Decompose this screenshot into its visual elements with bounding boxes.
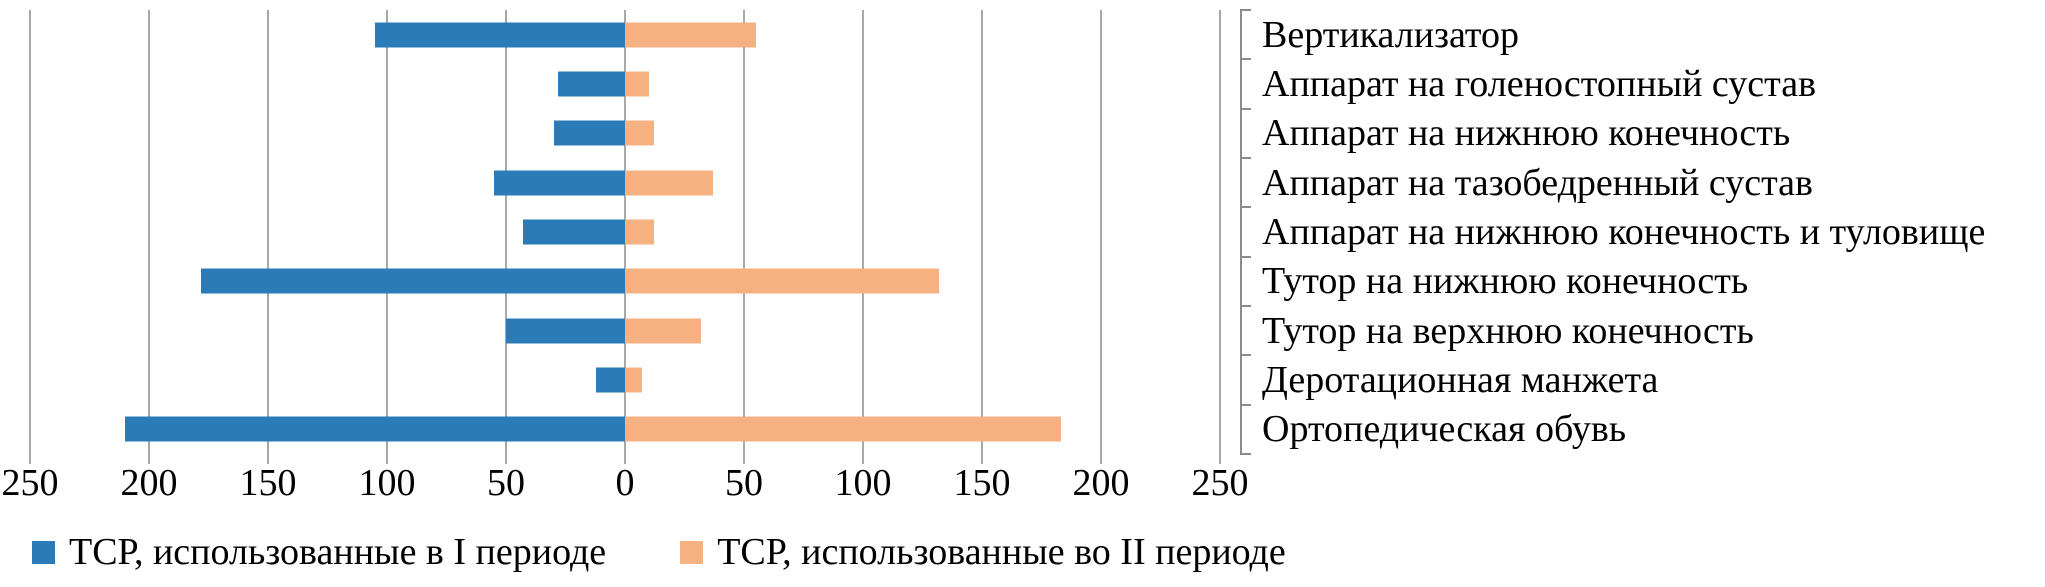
gridline xyxy=(386,10,388,464)
category-axis-tick xyxy=(1240,403,1251,406)
x-tick-label: 0 xyxy=(615,462,635,504)
bar-period-2 xyxy=(625,22,756,48)
chart-row xyxy=(30,59,1220,108)
chart-row xyxy=(30,355,1220,404)
bar-period-2 xyxy=(625,219,654,245)
gridline xyxy=(743,10,745,464)
category-labels: Вертикализатор Аппарат на голеностопный с… xyxy=(1262,10,2045,454)
category-axis-tick xyxy=(1240,206,1251,209)
legend-label-period-1: ТСР, использованные в I периоде xyxy=(69,531,607,573)
bar-period-2 xyxy=(625,268,940,294)
category-axis xyxy=(1240,9,1251,455)
bar-period-1 xyxy=(125,416,625,442)
category-axis-tick xyxy=(1240,107,1251,110)
gridline xyxy=(29,10,31,464)
category-axis-tick xyxy=(1240,453,1251,455)
category-axis-tick xyxy=(1240,156,1251,159)
chart-row xyxy=(30,257,1220,306)
chart-row xyxy=(30,10,1220,59)
category-axis-tick xyxy=(1240,58,1251,61)
bar-period-2 xyxy=(625,367,642,393)
plot-rows xyxy=(30,10,1220,454)
x-tick-label: 250 xyxy=(1191,462,1249,504)
x-tick-label: 50 xyxy=(487,462,525,504)
x-tick-label: 150 xyxy=(239,462,297,504)
gridline xyxy=(505,10,507,464)
chart-row xyxy=(30,405,1220,454)
x-axis-labels: 250 200 150 100 50 0 50 100 150 200 250 xyxy=(2,460,1249,506)
category-label: Тутор на верхнюю конечность xyxy=(1262,309,1754,352)
x-tick-label: 250 xyxy=(1,462,59,504)
plot-area xyxy=(29,10,1221,464)
bar-period-1 xyxy=(553,120,625,146)
bar-period-1 xyxy=(522,219,625,245)
category-label: Аппарат на голеностопный сустав xyxy=(1262,62,1817,105)
category-label: Аппарат на тазобедренный сустав xyxy=(1262,161,1813,204)
gridline xyxy=(981,10,983,464)
x-tick-label: 100 xyxy=(358,462,416,504)
chart-row xyxy=(30,306,1220,355)
category-axis-tick xyxy=(1240,9,1251,11)
gridline xyxy=(267,10,269,464)
legend-swatch-period-2 xyxy=(680,540,704,564)
gridline xyxy=(148,10,150,464)
bar-period-2 xyxy=(625,416,1061,442)
category-label: Аппарат на нижнюю конечность и туловище xyxy=(1262,210,1986,253)
legend-item-period-2: ТСР, использованные во II периоде xyxy=(680,530,1286,574)
legend-item-period-1: ТСР, использованные в I периоде xyxy=(32,530,606,574)
legend-label-period-2: ТСР, использованные во II периоде xyxy=(717,531,1286,573)
bar-period-1 xyxy=(494,170,625,196)
chart-row xyxy=(30,109,1220,158)
category-axis-tick xyxy=(1240,304,1251,307)
x-tick-label: 200 xyxy=(120,462,178,504)
category-axis-tick xyxy=(1240,354,1251,357)
category-label: Вертикализатор xyxy=(1262,13,1520,56)
bar-period-2 xyxy=(625,120,654,146)
bar-period-1 xyxy=(558,71,625,97)
category-label: Тутор на нижнюю конечность xyxy=(1262,260,1749,303)
category-label: Ортопедическая обувь xyxy=(1262,408,1627,451)
bar-period-1 xyxy=(201,268,625,294)
category-label: Аппарат на нижнюю конечность xyxy=(1262,112,1791,155)
bar-period-2 xyxy=(625,71,649,97)
category-label: Деротационная манжета xyxy=(1262,358,1659,401)
legend: ТСР, использованные в I периоде ТСР, исп… xyxy=(32,528,1286,576)
bar-period-1 xyxy=(506,318,625,344)
category-axis-tick xyxy=(1240,255,1251,258)
bar-period-2 xyxy=(625,318,702,344)
gridline xyxy=(1219,10,1221,464)
x-tick-label: 100 xyxy=(834,462,892,504)
gridline xyxy=(1100,10,1102,464)
bar-period-1 xyxy=(596,367,625,393)
x-tick-label: 50 xyxy=(725,462,763,504)
bar-period-1 xyxy=(375,22,625,48)
gridline xyxy=(862,10,864,464)
chart-row xyxy=(30,158,1220,207)
bar-period-2 xyxy=(625,170,714,196)
legend-swatch-period-1 xyxy=(32,540,55,564)
x-tick-label: 150 xyxy=(953,462,1011,504)
chart-row xyxy=(30,207,1220,256)
x-tick-label: 200 xyxy=(1072,462,1130,504)
